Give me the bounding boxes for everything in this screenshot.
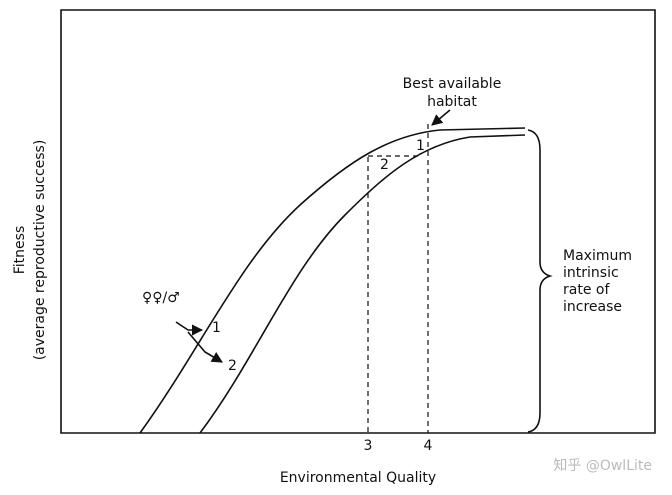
x-mark: 3	[364, 438, 373, 454]
curve-1	[139, 127, 526, 434]
plateau-label: 1	[416, 138, 425, 154]
brace-label: Maximum	[563, 248, 632, 264]
annotation: Best available	[403, 76, 502, 92]
sex-ratio-label: ♀♀/♂	[142, 290, 180, 306]
watermark: 知乎 @OwlLite	[553, 457, 652, 474]
curve-label: 1	[212, 320, 221, 336]
x-title: Environmental Quality	[280, 470, 436, 486]
curve-2	[199, 134, 526, 434]
y-title: Fitness	[12, 226, 28, 275]
x-mark: 4	[424, 438, 433, 454]
curve-label: 2	[228, 358, 237, 374]
frame	[60, 9, 656, 434]
plateau-label: 2	[380, 157, 389, 173]
annotation-arrow	[431, 109, 451, 126]
brace-label: increase	[563, 299, 622, 315]
brace	[527, 129, 553, 433]
brace-label: intrinsic	[563, 265, 619, 281]
y-title: (average reproductive success)	[32, 140, 48, 361]
arrow-1	[175, 321, 204, 336]
arrow-2	[187, 331, 223, 363]
brace-label: rate of	[563, 282, 610, 298]
annotation: habitat	[427, 94, 477, 110]
guide-lines	[367, 124, 429, 433]
